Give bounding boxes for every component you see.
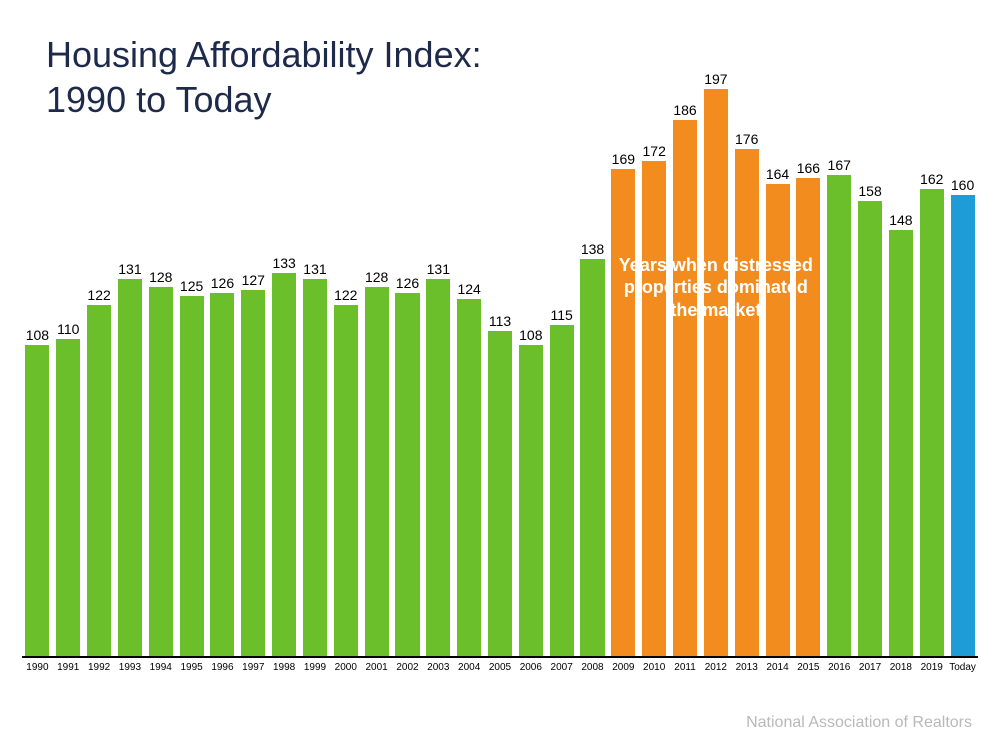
bar-1996: 126: [210, 293, 234, 656]
bar-2015: 166: [796, 178, 820, 656]
bar-value-label: 122: [334, 287, 358, 303]
bar-value-label: 158: [858, 183, 882, 199]
bar-value-label: 160: [951, 177, 975, 193]
bar-value-label: 115: [550, 307, 574, 323]
bar-value-label: 164: [766, 166, 790, 182]
x-tick-label: 2018: [885, 662, 916, 673]
bar-value-label: 176: [735, 131, 759, 147]
x-tick-label: 2010: [639, 662, 670, 673]
bar-2013: 176: [735, 149, 759, 656]
bar-2007: 115: [550, 325, 574, 656]
bar-2011: 186: [673, 120, 697, 656]
bar-2016: 167: [827, 175, 851, 656]
bar-value-label: 138: [580, 241, 604, 257]
bar-1993: 131: [118, 279, 142, 656]
x-tick-label: 2015: [793, 662, 824, 673]
bar-value-label: 148: [889, 212, 913, 228]
bar-2019: 162: [920, 189, 944, 656]
bar-2012: 197: [704, 89, 728, 656]
bar-2005: 113: [488, 331, 512, 656]
bar-1990: 108: [25, 345, 49, 656]
bar-2014: 164: [766, 184, 790, 656]
bar-2009: 169: [611, 169, 635, 656]
x-tick-label: 1997: [238, 662, 269, 673]
x-tick-label: 2008: [577, 662, 608, 673]
x-tick-label: 2012: [700, 662, 731, 673]
bar-2002: 126: [395, 293, 419, 656]
bar-1997: 127: [241, 290, 265, 656]
bar-value-label: 122: [87, 287, 111, 303]
title-line-1: Housing Affordability Index:: [46, 34, 482, 75]
bar-value-label: 131: [118, 261, 142, 277]
bar-1995: 125: [180, 296, 204, 656]
x-tick-label: Today: [947, 662, 978, 673]
bar-value-label: 125: [180, 278, 204, 294]
x-tick-label: 2006: [515, 662, 546, 673]
x-axis: 1990199119921993199419951996199719981999…: [22, 658, 978, 680]
bar-value-label: 108: [25, 327, 49, 343]
bar-2017: 158: [858, 201, 882, 656]
bar-2010: 172: [642, 161, 666, 656]
x-tick-label: 2017: [855, 662, 886, 673]
bar-value-label: 110: [56, 321, 80, 337]
bar-value-label: 166: [796, 160, 820, 176]
x-tick-label: 2016: [824, 662, 855, 673]
bar-2004: 124: [457, 299, 481, 656]
bar-chart: 1081101221311281251261271331311221281261…: [22, 80, 978, 680]
x-tick-label: 1996: [207, 662, 238, 673]
bar-value-label: 126: [210, 275, 234, 291]
bar-value-label: 128: [149, 269, 173, 285]
x-tick-label: 2000: [330, 662, 361, 673]
plot-area: 1081101221311281251261271331311221281261…: [22, 80, 978, 658]
bar-Today: 160: [951, 195, 975, 656]
bar-value-label: 108: [519, 327, 543, 343]
bar-value-label: 162: [920, 171, 944, 187]
x-tick-label: 1995: [176, 662, 207, 673]
bar-value-label: 131: [303, 261, 327, 277]
x-tick-label: 1998: [269, 662, 300, 673]
bar-1998: 133: [272, 273, 296, 656]
x-tick-label: 1999: [300, 662, 331, 673]
bar-1994: 128: [149, 287, 173, 656]
x-tick-label: 1991: [53, 662, 84, 673]
x-tick-label: 2007: [546, 662, 577, 673]
bar-value-label: 197: [704, 71, 728, 87]
x-tick-label: 1993: [115, 662, 146, 673]
x-tick-label: 2019: [916, 662, 947, 673]
bar-value-label: 133: [272, 255, 296, 271]
bar-value-label: 127: [241, 272, 265, 288]
bar-value-label: 131: [426, 261, 450, 277]
source-attribution: National Association of Realtors: [746, 714, 972, 732]
bar-2001: 128: [365, 287, 389, 656]
x-tick-label: 2004: [454, 662, 485, 673]
x-tick-label: 1992: [84, 662, 115, 673]
bar-value-label: 113: [488, 313, 512, 329]
x-tick-label: 2011: [670, 662, 701, 673]
bar-value-label: 124: [457, 281, 481, 297]
bar-2000: 122: [334, 305, 358, 656]
x-tick-label: 2009: [608, 662, 639, 673]
x-tick-label: 2002: [392, 662, 423, 673]
x-tick-label: 1990: [22, 662, 53, 673]
bar-value-label: 167: [827, 157, 851, 173]
bar-value-label: 172: [642, 143, 666, 159]
bar-2008: 138: [580, 259, 604, 656]
x-tick-label: 1994: [145, 662, 176, 673]
bar-value-label: 126: [395, 275, 419, 291]
x-tick-label: 2014: [762, 662, 793, 673]
x-tick-label: 2001: [361, 662, 392, 673]
bar-1999: 131: [303, 279, 327, 656]
x-tick-label: 2013: [731, 662, 762, 673]
x-tick-label: 2003: [423, 662, 454, 673]
bar-1991: 110: [56, 339, 80, 656]
bar-2018: 148: [889, 230, 913, 656]
bar-2003: 131: [426, 279, 450, 656]
page: Housing Affordability Index: 1990 to Tod…: [0, 0, 1000, 750]
bar-2006: 108: [519, 345, 543, 656]
bar-value-label: 169: [611, 151, 635, 167]
bar-value-label: 186: [673, 102, 697, 118]
bar-value-label: 128: [365, 269, 389, 285]
bar-1992: 122: [87, 305, 111, 656]
x-tick-label: 2005: [485, 662, 516, 673]
